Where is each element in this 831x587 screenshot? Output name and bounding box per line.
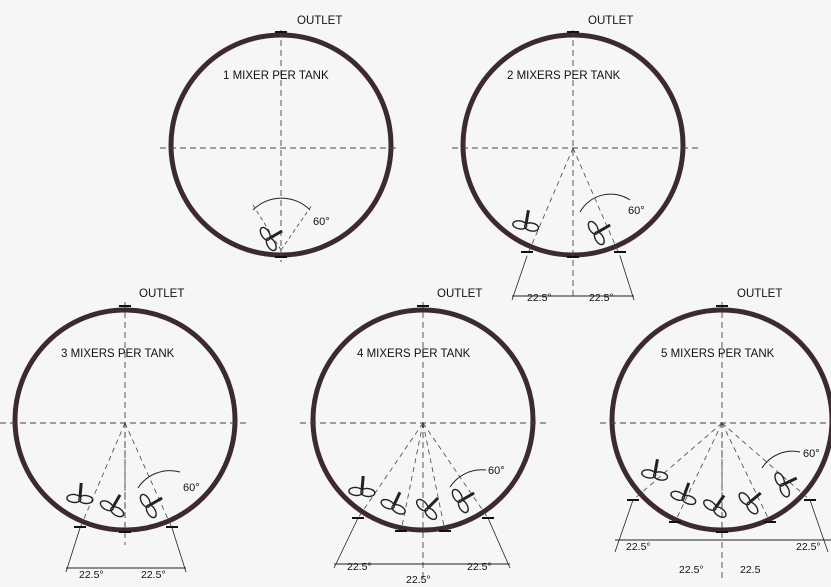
tank-title: 4 MIXERS PER TANK xyxy=(357,348,471,360)
ray xyxy=(79,422,126,529)
extension-line xyxy=(619,255,635,301)
ray xyxy=(572,147,621,257)
tank-wall xyxy=(310,307,536,533)
tank-title: 1 MIXER PER TANK xyxy=(223,70,329,82)
extension-line xyxy=(511,255,528,301)
extension-line xyxy=(487,517,511,569)
angle-arc xyxy=(579,193,631,213)
extension-line xyxy=(809,499,829,553)
extension-line xyxy=(65,527,81,573)
mixer-propeller xyxy=(380,491,406,515)
dimension-label: 22.5° xyxy=(467,561,492,573)
angle-ray xyxy=(280,204,313,251)
angle-label: 60° xyxy=(313,216,330,228)
ray xyxy=(526,147,574,257)
mixer-propeller xyxy=(139,493,163,519)
mixer-propeller xyxy=(259,226,283,252)
tank-4-mixers: OUTLET 4 MIXERS PER TANK 60° xyxy=(300,288,548,586)
tank-1-mixer: OUTLET 1 MIXER PER TANK 60° xyxy=(160,15,400,262)
dimension-label: 22.5° xyxy=(141,569,166,581)
outlet-label: OUTLET xyxy=(588,15,633,27)
mixer-propeller xyxy=(641,458,669,481)
mixer-propeller xyxy=(348,475,376,498)
outlet-label: OUTLET xyxy=(139,288,184,300)
dimension-label: 22.5° xyxy=(589,292,614,304)
angle-arc xyxy=(252,197,311,211)
dimension-label: 22.5° xyxy=(347,561,372,573)
extension-line xyxy=(171,527,187,573)
ray xyxy=(721,422,771,523)
mixer-propeller xyxy=(451,488,475,514)
mixer-propeller xyxy=(415,497,439,521)
dimension-label: 22.5° xyxy=(626,541,651,553)
angle-label: 60° xyxy=(488,465,505,477)
dimension-label: 22.5° xyxy=(679,564,704,576)
dimension-label: 22.5 xyxy=(740,564,761,576)
angle-arc xyxy=(449,469,487,488)
tank-title: 2 MIXERS PER TANK xyxy=(507,70,621,82)
tank-title: 3 MIXERS PER TANK xyxy=(61,348,175,360)
angle-label: 60° xyxy=(183,482,200,494)
angle-ray xyxy=(252,204,282,251)
ray xyxy=(632,422,723,501)
mixer-propeller xyxy=(587,220,611,246)
dimension-label: 22.5° xyxy=(406,574,431,586)
mixer-propeller xyxy=(512,209,540,232)
angle-label: 60° xyxy=(803,448,820,460)
tank-3-mixers: OUTLET 3 MIXERS PER TANK 60° 22.5° 22.5° xyxy=(0,288,250,581)
angle-arc xyxy=(761,450,801,469)
ray xyxy=(357,422,424,519)
dimension-label: 22.5° xyxy=(527,292,552,304)
outlet-label: OUTLET xyxy=(437,288,482,300)
ray xyxy=(674,422,723,523)
mixer-propeller xyxy=(774,472,798,498)
extension-line xyxy=(614,499,634,553)
tank-wall xyxy=(609,307,831,533)
mixer-propeller xyxy=(66,482,94,505)
tank-2-mixers: OUTLET 2 MIXERS PER TANK 60° 22.5° 22.5° xyxy=(452,15,700,304)
ray xyxy=(124,422,173,529)
outlet-label: OUTLET xyxy=(297,15,342,27)
angle-label: 60° xyxy=(628,205,645,217)
mixer-propeller xyxy=(670,482,697,506)
tank-wall xyxy=(12,307,238,533)
tank-title: 5 MIXERS PER TANK xyxy=(661,348,775,360)
extension-line xyxy=(333,517,359,569)
mixer-propeller xyxy=(703,494,727,518)
mixer-propeller xyxy=(99,494,125,518)
dimension-label: 22.5° xyxy=(79,569,104,581)
angle-arc xyxy=(137,470,181,489)
ray xyxy=(422,422,446,532)
tank-5-mixers: OUTLET 5 MIXERS PER TANK 60° xyxy=(600,288,831,580)
ray xyxy=(721,422,811,501)
dimension-label: 22.5° xyxy=(796,541,821,553)
mixer-propeller xyxy=(738,491,762,515)
outlet-label: OUTLET xyxy=(737,288,782,300)
ray xyxy=(422,422,489,519)
